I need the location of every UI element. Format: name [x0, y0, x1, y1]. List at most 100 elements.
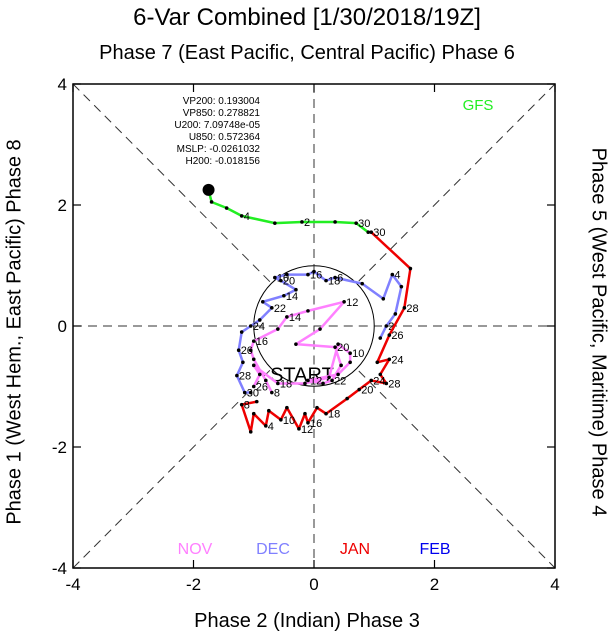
data-point: [248, 348, 253, 353]
stat-line: H200: -0.018156: [185, 156, 260, 167]
data-point: [381, 296, 386, 301]
point-label: 24: [373, 375, 385, 387]
data-point: [357, 387, 361, 392]
point-label: 20: [361, 385, 373, 397]
data-point: [354, 221, 358, 225]
data-point: [336, 342, 340, 346]
point-label: 2: [304, 217, 310, 229]
data-point: [366, 230, 371, 235]
point-label: 14: [289, 312, 301, 324]
x-axis-label: Phase 2 (Indian) Phase 3: [194, 610, 420, 632]
data-point: [276, 327, 280, 331]
data-point: [276, 381, 280, 386]
point-label: 28: [239, 371, 251, 383]
data-point: [251, 411, 256, 416]
y-tick-label: 4: [58, 75, 67, 94]
data-point: [279, 417, 283, 422]
data-point: [235, 373, 239, 378]
data-point: [333, 345, 337, 349]
stats-box: VP200: 0.193004 VP850: 0.278821 U200: 7.…: [150, 96, 260, 168]
point-label: 26: [256, 382, 268, 394]
data-point: [248, 324, 253, 328]
data-point: [282, 293, 286, 298]
data-point: [303, 411, 307, 416]
data-point: [390, 272, 395, 277]
data-point: [306, 421, 310, 425]
point-label: 18: [328, 276, 340, 288]
data-point: [303, 381, 307, 386]
legend-dec: DEC: [256, 541, 290, 558]
data-point: [342, 300, 346, 304]
stat-line: VP850: 0.278821: [182, 108, 260, 119]
point-label: 16: [256, 336, 268, 348]
data-point: [224, 206, 229, 210]
data-point: [324, 278, 328, 283]
data-point: [306, 272, 310, 277]
data-point: [318, 327, 322, 331]
data-point: [257, 372, 262, 377]
series-line-gfs: [207, 189, 369, 234]
data-point: [264, 378, 268, 383]
data-point: [257, 318, 262, 322]
data-point: [399, 284, 404, 289]
stat-line: MSLP: -0.0261032: [176, 144, 260, 155]
data-point: [378, 372, 383, 377]
data-point: [300, 220, 304, 224]
data-point: [297, 427, 301, 431]
point-label: 4: [394, 270, 400, 282]
data-point: [273, 221, 277, 225]
chart-title: 6-Var Combined [1/30/2018/19Z]: [133, 4, 481, 31]
forecast-label: GFS: [463, 97, 494, 114]
data-point: [387, 357, 392, 362]
point-label: 30: [247, 388, 259, 400]
data-point: [279, 278, 283, 283]
point-label: 30: [358, 218, 370, 230]
data-point: [306, 378, 310, 383]
top-axis-label: Phase 7 (East Pacific, Central Pacific) …: [99, 42, 515, 64]
data-point: [375, 360, 380, 365]
point-label: 28: [406, 303, 418, 315]
y-tick-label: -2: [52, 438, 67, 457]
series-line-dec: [235, 270, 403, 394]
data-point: [348, 360, 352, 365]
data-point: [312, 269, 316, 274]
data-point: [285, 272, 289, 277]
point-label: 8: [274, 388, 280, 400]
point-label: 18: [328, 409, 340, 421]
data-point: [333, 275, 337, 280]
data-point: [369, 230, 374, 235]
legend-nov: NOV: [178, 541, 213, 558]
x-tick-label: -4: [65, 575, 80, 594]
x-tick-label: 4: [550, 575, 559, 594]
data-point: [336, 372, 340, 377]
data-point: [270, 306, 274, 310]
legend-jan: JAN: [340, 541, 370, 558]
point-label: 22: [334, 375, 346, 387]
y-tick-label: 2: [58, 196, 67, 215]
data-point: [254, 399, 259, 404]
point-label: 2: [388, 321, 394, 333]
data-point: [408, 266, 413, 271]
data-point: [273, 275, 277, 280]
data-point: [251, 384, 256, 389]
data-point: [384, 381, 389, 386]
data-point: [345, 396, 349, 401]
y-tick-label: -4: [52, 559, 67, 578]
data-point: [209, 200, 214, 204]
data-point: [333, 220, 337, 224]
forecast-end-marker: [202, 183, 215, 196]
point-label: 4: [244, 211, 250, 223]
data-point: [242, 390, 247, 395]
data-point: [387, 333, 392, 337]
data-point: [294, 342, 298, 346]
data-point: [294, 287, 298, 292]
data-point: [239, 214, 244, 218]
y-tick-label: 0: [58, 317, 67, 336]
data-point: [339, 363, 343, 368]
point-label: 18: [280, 378, 292, 390]
data-point: [402, 306, 407, 310]
x-tick-label: -2: [186, 575, 201, 594]
point-label: 24: [253, 321, 265, 333]
data-point: [236, 348, 241, 353]
